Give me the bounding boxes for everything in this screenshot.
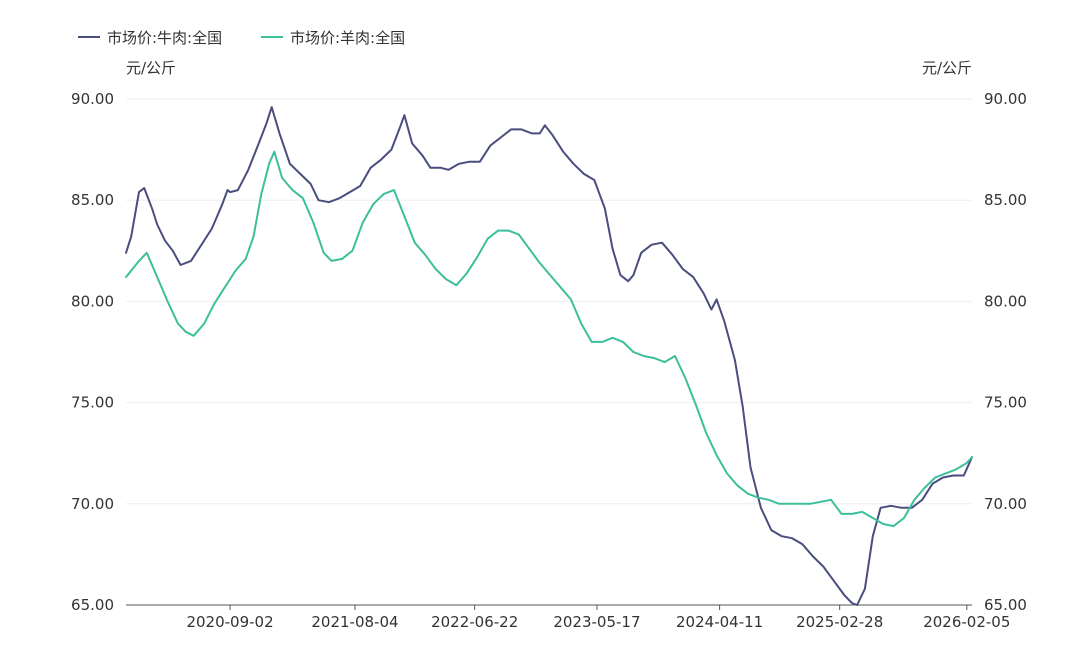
y-tick-left-5: 65.00	[71, 596, 114, 614]
x-axis: 2020-09-02 2021-08-04 2022-06-22 2023-05-17…	[186, 605, 1010, 631]
grid	[126, 98, 972, 505]
legend-item-beef[interactable]: 市场价:牛肉:全国	[78, 29, 222, 47]
y-tick-right-0: 90.00	[984, 90, 1027, 108]
x-tick-label-0: 2020-09-02	[186, 613, 273, 631]
x-tick-label-3: 2023-05-17	[553, 613, 640, 631]
legend-label-beef: 市场价:牛肉:全国	[107, 29, 222, 47]
legend-label-mutton: 市场价:羊肉:全国	[290, 29, 405, 47]
x-tick-label-6: 2026-02-05	[923, 613, 1010, 631]
y-tick-left-0: 90.00	[71, 90, 114, 108]
y-tick-left-1: 85.00	[71, 191, 114, 209]
x-tick-label-5: 2025-02-28	[796, 613, 883, 631]
series-layer	[125, 106, 973, 606]
y-tick-right-3: 75.00	[984, 394, 1027, 412]
legend: 市场价:牛肉:全国 市场价:羊肉:全国	[78, 29, 405, 47]
legend-item-mutton[interactable]: 市场价:羊肉:全国	[261, 29, 405, 47]
y-tick-left-4: 70.00	[71, 495, 114, 513]
y-unit-left: 元/公斤	[126, 59, 176, 77]
y-unit-right: 元/公斤	[922, 59, 972, 77]
series-line-beef	[125, 106, 973, 606]
x-tick-label-2: 2022-06-22	[431, 613, 518, 631]
y-tick-right-5: 65.00	[984, 596, 1027, 614]
y-tick-right-2: 80.00	[984, 292, 1027, 310]
y-tick-left-3: 75.00	[71, 394, 114, 412]
y-tick-left-2: 80.00	[71, 292, 114, 310]
x-tick-label-4: 2024-04-11	[676, 613, 763, 631]
y-axis-left: 90.00 85.00 80.00 75.00 70.00 65.00	[71, 90, 114, 614]
y-tick-right-4: 70.00	[984, 495, 1027, 513]
series-line-mutton	[125, 150, 973, 528]
y-tick-right-1: 85.00	[984, 191, 1027, 209]
x-tick-label-1: 2021-08-04	[311, 613, 398, 631]
y-axis-right: 90.00 85.00 80.00 75.00 70.00 65.00	[984, 90, 1027, 614]
